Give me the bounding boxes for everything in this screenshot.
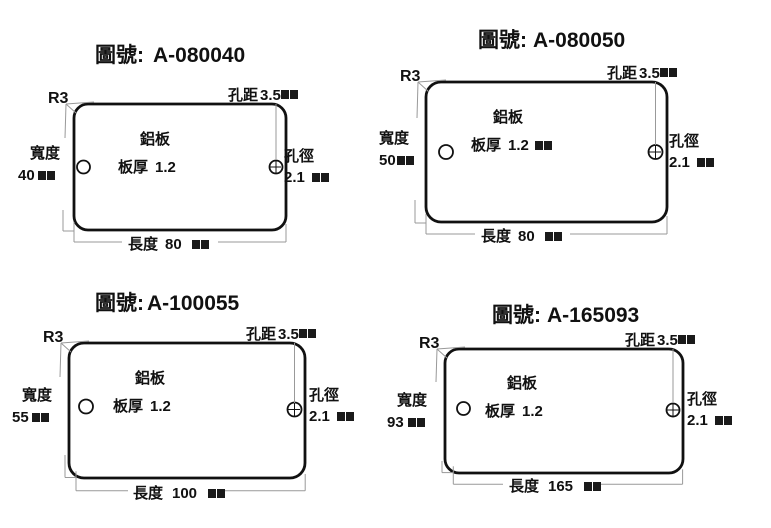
svg-text:3.5: 3.5: [657, 332, 678, 349]
svg-text:A-100055: A-100055: [147, 292, 240, 315]
svg-text:40: 40: [18, 167, 35, 184]
svg-text:孔距: 孔距: [625, 332, 655, 349]
svg-text:55: 55: [12, 409, 29, 426]
svg-text:A-080050: A-080050: [533, 29, 625, 52]
svg-text:100: 100: [172, 485, 197, 502]
svg-text:長度: 長度: [133, 484, 164, 502]
svg-text:孔徑: 孔徑: [687, 390, 717, 408]
svg-text:板厚: 板厚: [471, 136, 501, 154]
svg-text:1.2: 1.2: [508, 137, 529, 154]
svg-text:165: 165: [548, 478, 573, 495]
svg-text:寬度: 寬度: [22, 386, 53, 404]
svg-text:圖號:: 圖號:: [95, 292, 144, 315]
svg-text:寬度: 寬度: [379, 129, 410, 147]
svg-text:A-080040: A-080040: [153, 44, 245, 67]
svg-text:50: 50: [379, 152, 396, 169]
svg-text:80: 80: [518, 228, 535, 245]
svg-text:鋁板: 鋁板: [135, 369, 166, 387]
svg-text:長度: 長度: [509, 477, 540, 495]
svg-text:孔距: 孔距: [607, 65, 637, 82]
svg-text:1.2: 1.2: [150, 398, 171, 415]
svg-text:板厚: 板厚: [118, 158, 148, 176]
svg-text:孔距: 孔距: [228, 87, 258, 104]
svg-text:2.1: 2.1: [309, 408, 330, 425]
svg-text:2.1: 2.1: [284, 169, 305, 186]
svg-text:R3: R3: [43, 329, 64, 346]
svg-text:寬度: 寬度: [397, 391, 428, 409]
svg-text:長度: 長度: [128, 235, 159, 253]
svg-text:鋁板: 鋁板: [140, 130, 171, 148]
svg-text:R3: R3: [400, 68, 421, 85]
svg-text:鋁板: 鋁板: [493, 108, 524, 126]
svg-text:孔徑: 孔徑: [669, 132, 699, 150]
svg-text:3.5: 3.5: [639, 65, 660, 82]
svg-text:寬度: 寬度: [30, 144, 61, 162]
svg-text:80: 80: [165, 236, 182, 253]
svg-text:3.5: 3.5: [278, 326, 299, 343]
svg-text:1.2: 1.2: [522, 403, 543, 420]
svg-text:圖號:: 圖號:: [478, 29, 527, 52]
svg-text:圖號:: 圖號:: [95, 44, 144, 67]
svg-text:孔徑: 孔徑: [309, 386, 339, 404]
svg-text:R3: R3: [419, 335, 440, 352]
svg-text:R3: R3: [48, 90, 69, 107]
svg-text:1.2: 1.2: [155, 159, 176, 176]
svg-text:圖號:: 圖號:: [492, 304, 541, 327]
svg-text:A-165093: A-165093: [547, 304, 639, 327]
svg-text:長度: 長度: [481, 227, 512, 245]
svg-text:板厚: 板厚: [485, 402, 515, 420]
svg-text:2.1: 2.1: [669, 154, 690, 171]
svg-text:鋁板: 鋁板: [507, 374, 538, 392]
svg-text:板厚: 板厚: [113, 397, 143, 415]
svg-text:93: 93: [387, 414, 404, 431]
svg-text:孔徑: 孔徑: [284, 147, 314, 165]
svg-text:2.1: 2.1: [687, 412, 708, 429]
svg-text:孔距: 孔距: [246, 326, 276, 343]
svg-text:3.5: 3.5: [260, 87, 281, 104]
